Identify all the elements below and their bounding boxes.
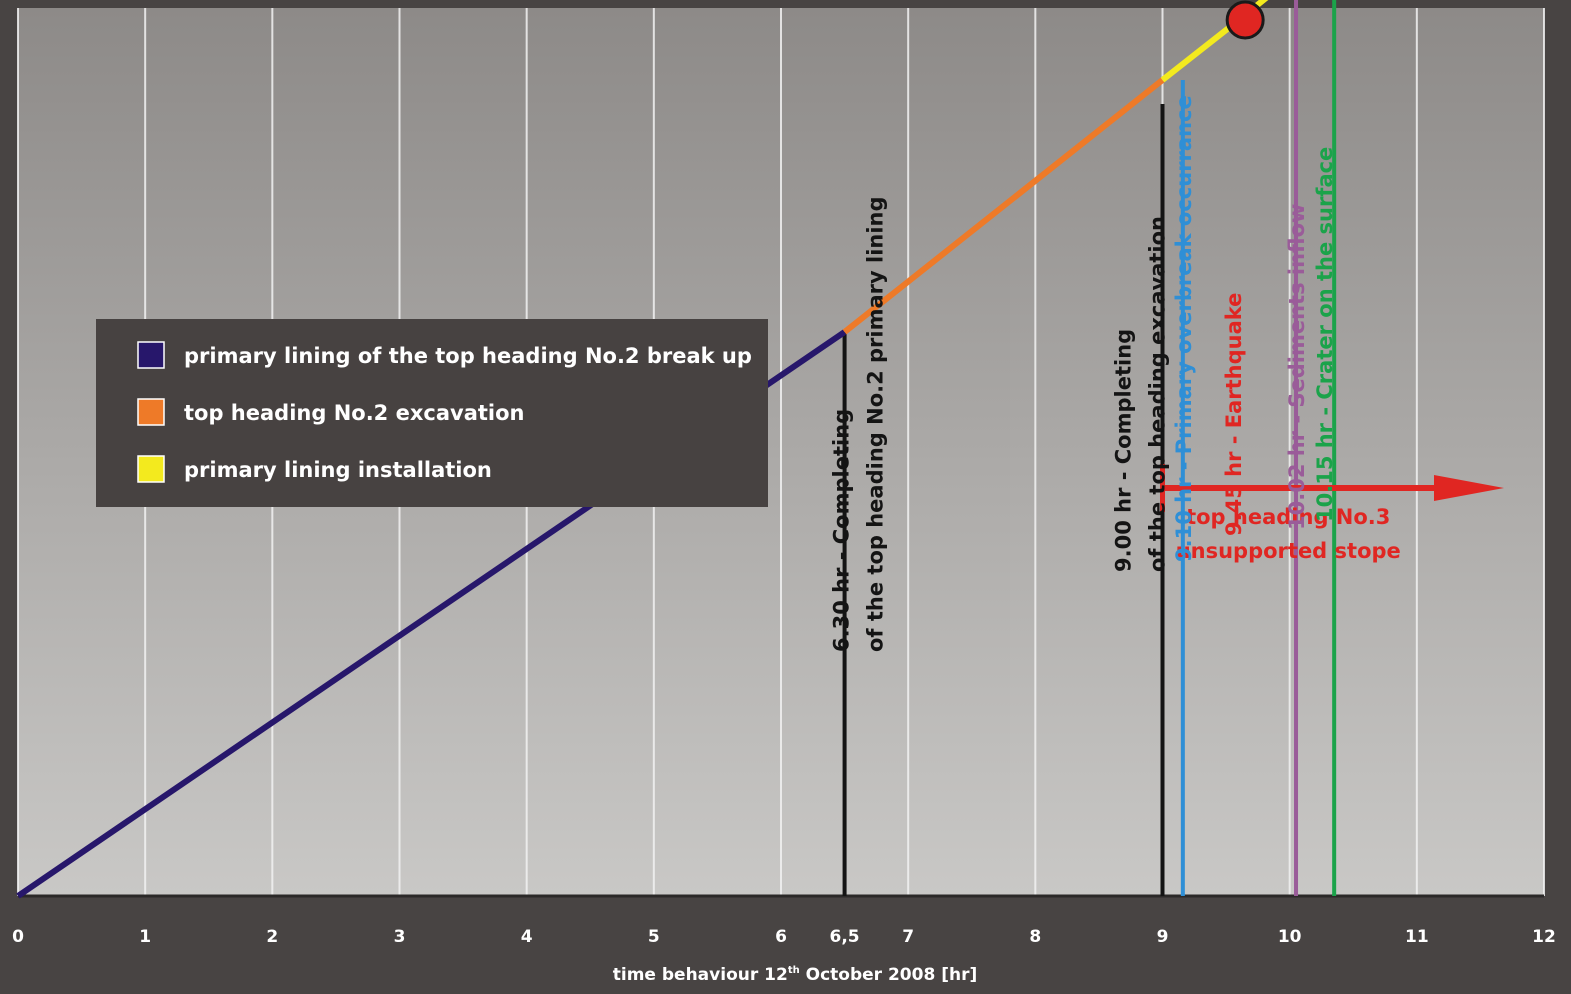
legend-label: top heading No.2 excavation <box>184 401 524 425</box>
stope-arrowhead <box>1434 475 1504 501</box>
event-label: 10.15 hr - Crater on the surface <box>1313 147 1337 522</box>
event-label: 9.10 hr - Primary overbreak occurrance <box>1172 95 1196 562</box>
x-axis-label: time behaviour 12th October 2008 [hr] <box>613 965 977 985</box>
event-label: 9.45 hr - Earthquake <box>1222 293 1246 536</box>
x-tick-labels: 0 1 2 3 4 5 6 6,5 7 8 9 10 11 12 <box>12 927 1556 947</box>
event-markers <box>1225 0 1265 40</box>
x-tick-label: 9 <box>1157 927 1169 947</box>
x-tick-label: 0 <box>12 927 24 947</box>
x-tick-label: 2 <box>266 927 278 947</box>
series-line <box>842 77 1165 335</box>
legend-label: primary lining of the top heading No.2 b… <box>184 344 752 368</box>
stope-label: top heading No.3 <box>1186 505 1390 529</box>
legend-box <box>96 319 768 507</box>
stope-annotation: top heading No.3 unsupported stope <box>1160 464 1504 563</box>
legend-label: primary lining installation <box>184 458 492 482</box>
x-tick-label: 7 <box>902 927 914 947</box>
event-label: 10.02 hr - Sediments inflow <box>1285 204 1309 530</box>
legend-swatch <box>137 341 165 369</box>
x-tick-label: 8 <box>1029 927 1041 947</box>
x-tick-label: 5 <box>648 927 660 947</box>
legend-swatch <box>137 398 165 426</box>
x-tick-label: 12 <box>1532 927 1556 947</box>
legend-swatch <box>137 455 165 483</box>
x-tick-label: 3 <box>394 927 406 947</box>
x-tick-label: 11 <box>1405 927 1429 947</box>
x-tick-label: 1 <box>139 927 151 947</box>
x-tick-label: 6,5 <box>830 927 860 947</box>
event-label: of the top heading excavation <box>1146 216 1170 572</box>
event-label: 6.30 hr - Completing <box>830 409 854 652</box>
x-tick-label: 10 <box>1278 927 1302 947</box>
x-axis-label-rest: October 2008 [hr] <box>800 965 978 985</box>
earthquake-marker <box>1225 0 1265 40</box>
x-axis-label-main: time behaviour 12 <box>613 965 788 985</box>
event-labels: 6.30 hr - Completing of the top heading N… <box>830 95 1338 652</box>
event-label: of the top heading No.2 primary lining <box>864 196 888 652</box>
stope-label: unsupported stope <box>1176 539 1401 563</box>
series-line <box>1160 17 1241 83</box>
event-label: 9.00 hr - Completing <box>1112 329 1136 572</box>
x-tick-label: 4 <box>521 927 533 947</box>
x-tick-label: 6 <box>775 927 787 947</box>
legend: primary lining of the top heading No.2 b… <box>96 319 768 507</box>
x-axis-label-sup: th <box>788 965 800 976</box>
